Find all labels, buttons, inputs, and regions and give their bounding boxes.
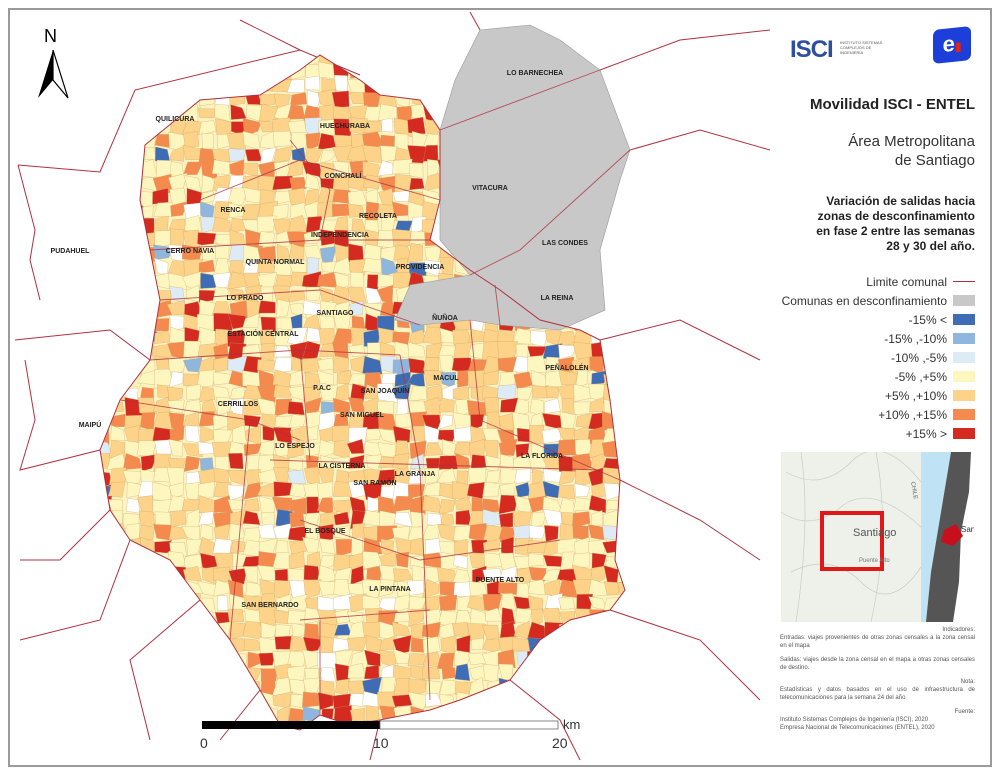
north-arrow-icon <box>38 50 53 98</box>
commune-label: RECOLETA <box>359 213 397 220</box>
legend-item-class-0: -15% < <box>770 310 975 329</box>
legend-swatch <box>953 314 975 325</box>
commune-label: LA CISTERNA <box>319 463 366 470</box>
inner-commune-boundaries <box>99 54 631 731</box>
legend-item-class-1: -15% ,-10% <box>770 329 975 348</box>
commune-label: PROVIDENCIA <box>396 264 445 271</box>
legend-swatch <box>953 371 975 382</box>
scale-tick-20: 20 <box>552 735 568 751</box>
scale-unit: km <box>563 717 580 732</box>
legend-item-class-6: +15% > <box>770 424 975 443</box>
legend-swatch <box>953 390 975 401</box>
legend-item-class-5: +10% ,+15% <box>770 405 975 424</box>
legend-item-deconfined: Comunas en desconfinamiento <box>770 291 975 310</box>
commune-label: VITACURA <box>472 185 508 192</box>
commune-label: MAIPÚ <box>79 420 102 429</box>
commune-label: PUDAHUEL <box>51 248 91 255</box>
location-inset-map: Santiago Puente Alto CHILE Santi <box>781 452 974 622</box>
commune-label: INDEPENDENCIA <box>311 232 369 239</box>
legend-item-class-2: -10% ,-5% <box>770 348 975 367</box>
commune-label: LA PINTANA <box>369 586 411 593</box>
scale-tick-0: 0 <box>200 735 208 751</box>
commune-label: LA REINA <box>541 295 574 302</box>
north-label: N <box>44 26 57 46</box>
commune-label: ESTACIÓN CENTRAL <box>227 329 299 338</box>
map-subtitle: Área Metropolitana de Santiago <box>848 133 975 169</box>
commune-label: LA FLORIDA <box>521 453 563 460</box>
commune-label: CERRO NAVIA <box>166 248 214 255</box>
commune-label: SAN MIGUEL <box>340 412 385 419</box>
legend-swatch <box>953 409 975 420</box>
commune-label: SAN RAMÓN <box>353 478 396 487</box>
choropleth-map: LO BARNECHEA HUECHURABA QUILICURA VITACURA C… <box>14 11 771 761</box>
commune-label: LO BARNECHEA <box>507 70 563 77</box>
isci-logo: ISCI INSTITUTO SISTEMAS COMPLEJOS DE INGE… <box>790 36 883 63</box>
commune-label: PEÑALOLÉN <box>545 363 588 372</box>
commune-label: MACUL <box>433 375 459 382</box>
scale-bar: 0 10 20 km <box>200 717 580 751</box>
inset-label-puente-alto: Puente Alto <box>859 558 890 564</box>
legend-item-boundary: Limite comunal <box>770 272 975 291</box>
commune-label: RENCA <box>221 207 246 214</box>
commune-label: EL BOSQUE <box>304 528 345 535</box>
map-description: Variación de salidas hacia zonas de desco… <box>816 194 975 253</box>
inset-label-santi: Santi <box>961 525 974 534</box>
commune-label: CONCHALÍ <box>325 171 363 180</box>
commune-label: LO ESPEJO <box>275 443 315 450</box>
north-arrow: N <box>38 26 69 99</box>
legend-item-class-3: -5% ,+5% <box>770 367 975 386</box>
commune-label: LAS CONDES <box>542 240 588 247</box>
legend: Limite comunal Comunas en desconfinamien… <box>770 272 975 443</box>
commune-label: PUENTE ALTO <box>476 577 525 584</box>
commune-label: QUINTA NORMAL <box>246 259 305 266</box>
inset-label-chile: CHILE <box>909 481 918 499</box>
commune-label: SAN JOAQUÍN <box>361 386 410 395</box>
inset-label-santiago: Santiago <box>853 527 896 539</box>
entel-logo: e▮ <box>933 26 971 64</box>
legend-swatch <box>953 428 975 439</box>
map-side-panel: ISCI INSTITUTO SISTEMAS COMPLEJOS DE INGE… <box>775 10 985 765</box>
commune-label: LA GRANJA <box>395 471 436 478</box>
legend-swatch <box>953 333 975 344</box>
commune-label: LO PRADO <box>227 295 265 302</box>
commune-labels: LO BARNECHEA HUECHURABA QUILICURA VITACURA C… <box>51 70 589 609</box>
legend-item-class-4: +5% ,+10% <box>770 386 975 405</box>
commune-label: SAN BERNARDO <box>241 602 299 609</box>
commune-label: QUILICURA <box>156 116 195 123</box>
commune-label: CERRILLOS <box>218 401 259 408</box>
legend-swatch <box>953 352 975 363</box>
map-notes: Indicadores: Entradas: viajes provenient… <box>780 627 975 731</box>
commune-label: SANTIAGO <box>317 310 355 317</box>
deconfined-communes-area <box>394 24 631 331</box>
commune-label: HUECHURABA <box>320 123 370 130</box>
commune-label: ÑUÑOA <box>432 313 458 322</box>
scale-tick-10: 10 <box>373 735 389 751</box>
map-title: Movilidad ISCI - ENTEL <box>809 96 975 113</box>
commune-label: P.A.C <box>313 385 331 392</box>
